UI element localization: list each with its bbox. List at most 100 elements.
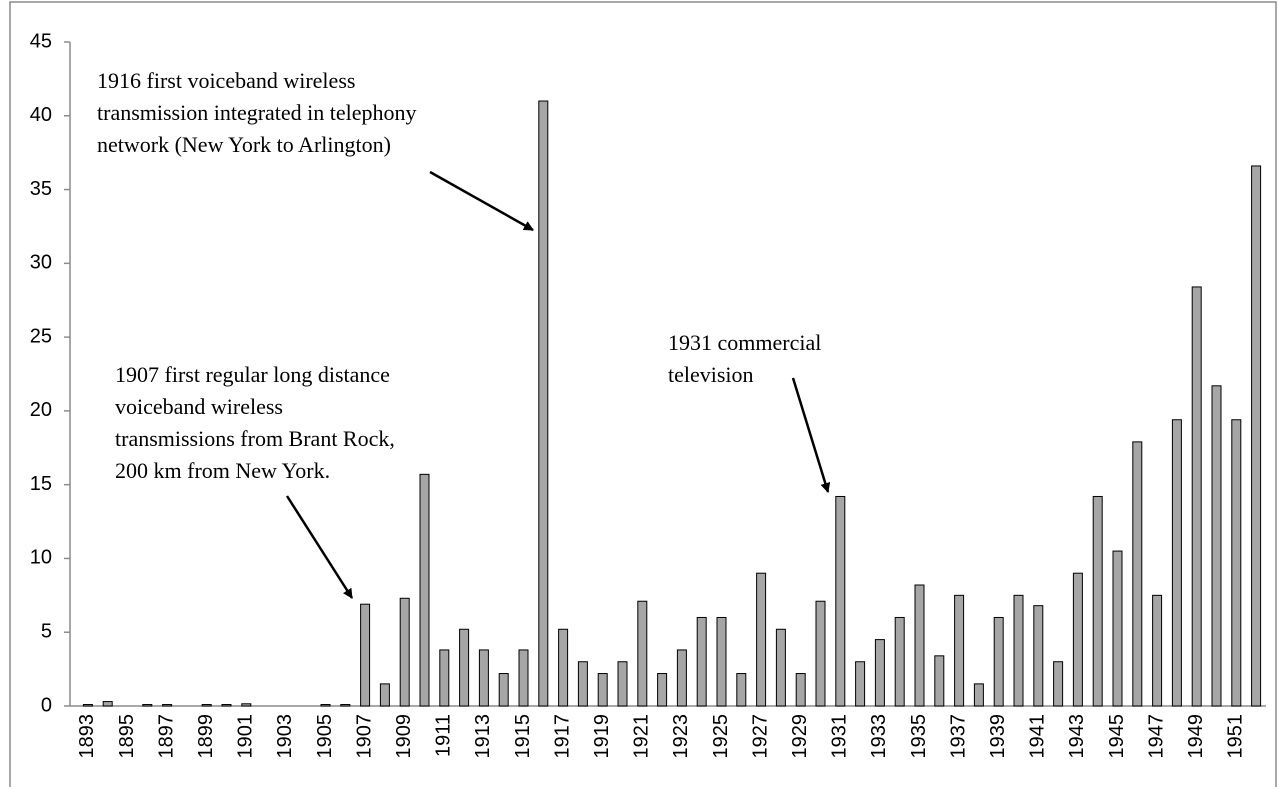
bar <box>676 649 687 707</box>
bar <box>756 572 767 707</box>
x-tick-label: 1917 <box>551 714 573 759</box>
arrow <box>429 170 534 232</box>
x-tick-label: 1913 <box>472 714 494 759</box>
x-tick-label: 1903 <box>274 714 296 759</box>
x-tick-label: 1951 <box>1225 714 1247 759</box>
bar <box>320 704 331 707</box>
x-tick-label: 1911 <box>433 714 455 757</box>
annotation: 200 km from New York. <box>115 458 330 483</box>
x-tick-label: 1947 <box>1145 714 1167 759</box>
y-tick-label: 20 <box>30 399 52 421</box>
bar <box>82 704 93 707</box>
y-tick-label: 30 <box>30 252 52 274</box>
x-tick-label: 1921 <box>631 714 653 759</box>
bar <box>894 616 905 707</box>
x-tick-label: 1931 <box>829 714 851 759</box>
bar <box>736 673 747 707</box>
x-tick-label: 1935 <box>908 714 930 759</box>
x-tick-label: 1915 <box>512 714 534 759</box>
bar <box>775 628 786 707</box>
y-tick-label: 35 <box>30 178 52 200</box>
bar <box>518 649 529 707</box>
bar <box>478 649 489 707</box>
bar <box>934 655 945 707</box>
bar <box>399 597 410 707</box>
bar <box>1132 441 1143 707</box>
bar <box>1211 385 1222 707</box>
bar <box>1171 419 1182 707</box>
bar <box>835 495 846 707</box>
annotation: transmission integrated in telephony <box>97 100 417 125</box>
bar <box>1251 165 1262 707</box>
bar <box>657 673 668 707</box>
frame <box>9 1 1277 787</box>
x-tick-label: 1929 <box>789 714 811 759</box>
x-tick-label: 1919 <box>591 714 613 759</box>
x-tick-label: 1897 <box>155 714 177 759</box>
x-tick-label: 1937 <box>947 714 969 759</box>
bar <box>1072 572 1083 707</box>
bar <box>954 594 965 707</box>
x-tick-label: 1899 <box>195 714 217 759</box>
y-tick-label: 40 <box>30 104 52 126</box>
bar <box>617 661 628 707</box>
bar <box>419 473 430 707</box>
bar <box>498 673 509 707</box>
y-tick-label: 5 <box>41 621 52 643</box>
x-tick-label: 1909 <box>393 714 415 759</box>
bar <box>241 703 252 707</box>
bar <box>1013 594 1024 707</box>
bar <box>716 616 727 707</box>
x-tick-label: 1941 <box>1027 714 1049 759</box>
bar <box>637 600 648 707</box>
bar <box>360 603 371 707</box>
annotation: transmissions from Brant Rock, <box>115 426 395 451</box>
bar <box>162 704 173 707</box>
annotation: 1916 first voiceband wireless <box>97 68 355 93</box>
x-tick-label: 1945 <box>1106 714 1128 759</box>
annotation: 1931 commercial <box>668 330 821 355</box>
x-tick-label: 1933 <box>868 714 890 759</box>
arrow <box>285 495 354 599</box>
arrow <box>791 377 831 493</box>
bar <box>439 649 450 707</box>
bar <box>379 683 390 707</box>
bar <box>538 100 549 707</box>
annotation: network (New York to Arlington) <box>97 132 391 157</box>
bar <box>815 600 826 707</box>
bar <box>914 584 925 707</box>
x-tick-label: 1923 <box>670 714 692 759</box>
x-tick-label: 1927 <box>749 714 771 759</box>
x-tick-label: 1943 <box>1066 714 1088 759</box>
bar <box>577 661 588 707</box>
bar <box>459 628 470 707</box>
bar <box>1053 661 1064 707</box>
bar <box>795 673 806 707</box>
bar <box>855 661 866 707</box>
bar <box>102 701 113 707</box>
bar <box>1191 286 1202 707</box>
x-tick-label: 1901 <box>235 714 257 759</box>
bar <box>340 704 351 707</box>
bar <box>973 683 984 707</box>
bar <box>142 704 153 707</box>
bar <box>696 616 707 707</box>
y-tick-label: 25 <box>30 325 52 347</box>
bar <box>1112 550 1123 707</box>
bar <box>1152 594 1163 707</box>
x-tick-label: 1905 <box>314 714 336 759</box>
annotation: 1907 first regular long distance <box>115 362 390 387</box>
bar <box>874 639 885 707</box>
bar <box>1092 495 1103 707</box>
x-tick-label: 1907 <box>353 714 375 759</box>
x-tick-label: 1893 <box>76 714 98 759</box>
bar <box>597 673 608 707</box>
x-tick-label: 1949 <box>1185 714 1207 759</box>
bar <box>1231 419 1242 707</box>
y-tick-label: 10 <box>30 547 52 569</box>
bar <box>558 628 569 707</box>
bar <box>201 704 212 707</box>
annotation: voiceband wireless <box>115 394 283 419</box>
x-tick-label: 1925 <box>710 714 732 759</box>
